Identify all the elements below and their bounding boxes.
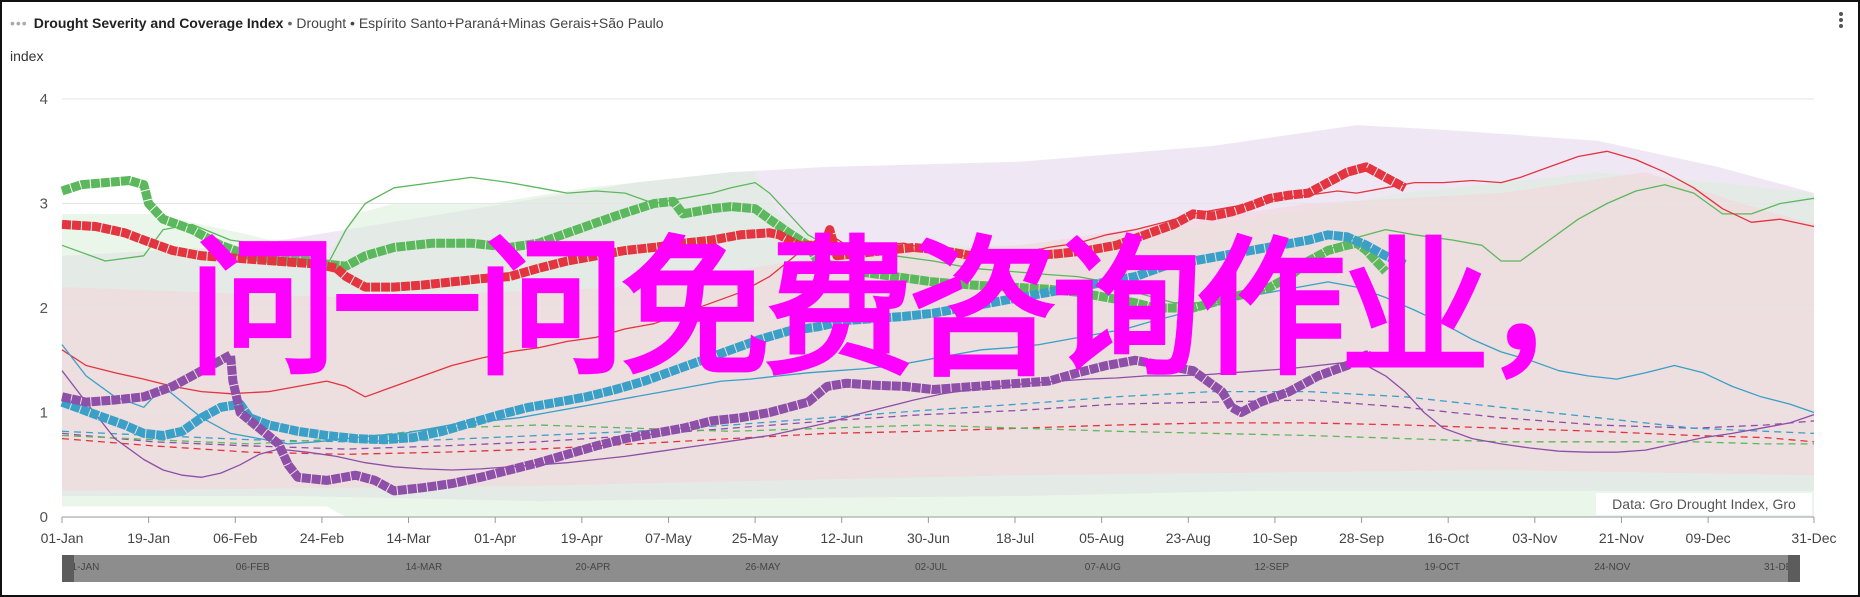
x-tick-label: 05-Aug [1079,530,1124,546]
navigator-label: 14-MAR [405,562,443,573]
navigator-label: 19-OCT [1424,562,1460,573]
x-tick-label: 07-May [645,530,692,546]
vertical-dots-menu-icon[interactable] [1838,10,1844,34]
y-tick-label: 1 [40,405,48,422]
navigator-label: 02-JUL [915,562,948,573]
series-line-red-thick [61,162,1408,292]
chart-title: Drought Severity and Coverage Index [33,15,284,31]
y-tick-label: 0 [40,509,48,526]
series-line-purple-thick [61,350,1387,496]
navigator-right-handle[interactable] [1788,555,1800,582]
chart-header: ••• Drought Severity and Coverage Index … [10,12,664,34]
x-tick-label: 03-Nov [1512,530,1557,546]
series-line-green-thin [61,176,1815,304]
y-axis-label: index [10,48,44,64]
x-tick-label: 19-Jan [127,530,170,546]
title-separator: • [287,15,293,31]
x-tick-label: 10-Sep [1252,530,1297,546]
navigator-label: 01-JAN [66,562,100,573]
chart-subtitle: Drought • Espírito Santo+Paraná+Minas Ge… [296,15,664,31]
overlay-watermark-text: 问一问免费咨询作业， [188,223,1634,397]
series-line-purple-thin [61,361,1815,478]
x-tick-label: 06-Feb [213,530,258,546]
x-tick-label: 14-Mar [386,530,431,546]
series-line-red-dashed [61,422,1815,455]
navigator-label: 12-SEP [1254,562,1290,573]
x-tick-label: 16-Oct [1427,530,1469,546]
x-tick-label: 23-Aug [1166,530,1211,546]
x-tick-label: 01-Apr [474,530,516,546]
y-tick-label: 2 [40,300,48,317]
x-tick-label: 19-Apr [561,530,603,546]
navigator-label: 24-NOV [1594,562,1631,573]
navigator-label: 31-DEC [1764,562,1800,573]
x-tick-label: 01-Jan [41,530,84,546]
x-tick-label: 21-Nov [1599,530,1644,546]
time-navigator[interactable]: 01-JAN 06-FEB 14-MAR 20-APR 26-MAY 02-JUL 07-A… [62,555,1800,582]
series-line-purple-dashed [61,399,1815,450]
drag-dots-icon[interactable]: ••• [10,15,28,31]
navigator-label: 06-FEB [235,562,270,573]
x-tick-label: 25-May [732,530,779,546]
x-tick-label: 09-Dec [1686,530,1731,546]
x-tick-label: 12-Jun [820,530,863,546]
x-tick-label: 24-Feb [300,530,345,546]
navigator-label: 07-AUG [1084,562,1121,573]
y-tick-label: 3 [40,196,48,213]
navigator-label: 26-MAY [745,562,781,573]
x-tick-label: 30-Jun [907,530,950,546]
x-tick-label: 31-Dec [1791,530,1836,546]
navigator-label: 20-APR [575,562,611,573]
data-credit: Data: Gro Drought Index, Gro [1596,493,1812,515]
navigator-left-handle[interactable] [62,555,74,582]
x-tick-label: 18-Jul [996,530,1034,546]
x-tick-label: 28-Sep [1339,530,1384,546]
series-line-blue-thin [61,281,1815,445]
y-tick-label: 4 [40,91,48,108]
